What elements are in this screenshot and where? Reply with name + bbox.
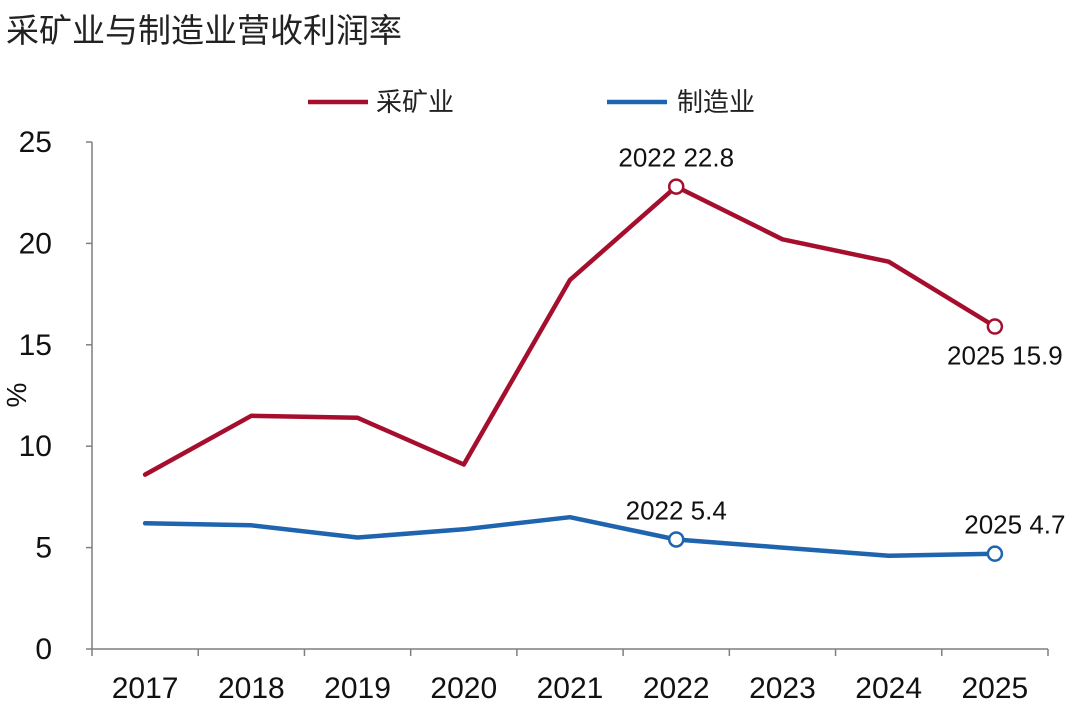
y-tick-label: 25	[19, 126, 52, 159]
series-layer	[142, 184, 998, 558]
series-line-1	[142, 514, 998, 558]
y-tick-label: 0	[35, 633, 52, 666]
chart-title: 采矿业与制造业营收利润率	[6, 11, 402, 50]
y-axis-label: %	[1, 383, 32, 408]
x-tick-label: 2020	[430, 672, 497, 704]
x-tick-label: 2023	[749, 672, 816, 704]
x-tick-label: 2021	[537, 672, 604, 704]
y-tick-label: 5	[35, 532, 52, 565]
legend-label-manufacturing: 制造业	[677, 88, 755, 118]
data-point-marker	[986, 545, 1004, 562]
y-tick-label: 10	[19, 430, 52, 463]
data-point-marker	[986, 318, 1004, 335]
data-label: 2025 4.7	[964, 510, 1065, 540]
annotations: 2022 22.8 2025 15.9 2022 5.4 2025 4.7	[618, 143, 1065, 562]
data-point-marker	[667, 531, 685, 548]
series-line-0	[142, 184, 998, 477]
x-tick-label: 2019	[324, 672, 391, 704]
legend: 采矿业 制造业	[308, 88, 755, 118]
x-tick-label: 2024	[855, 672, 922, 704]
x-tick-label: 2017	[112, 672, 179, 704]
legend-label-mining: 采矿业	[376, 88, 454, 118]
x-tick-label: 2018	[218, 672, 285, 704]
x-tick-label: 2025	[962, 672, 1029, 704]
data-point-marker	[667, 178, 685, 195]
data-label: 2022 5.4	[626, 495, 727, 525]
x-tick-label: 2022	[643, 672, 710, 704]
data-label: 2025 15.9	[947, 341, 1063, 371]
y-tick-label: 15	[19, 329, 52, 362]
y-tick-label: 20	[19, 227, 52, 260]
data-label: 2022 22.8	[618, 143, 734, 173]
